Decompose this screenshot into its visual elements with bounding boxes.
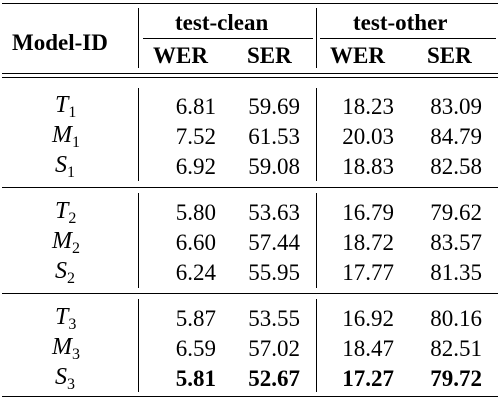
col-header-other-ser: SER (427, 43, 472, 68)
model-id-header: Model-ID (12, 30, 108, 55)
model-id-cell: M2 (52, 228, 80, 257)
value-cell: 80.16 (430, 306, 482, 331)
col-header-clean-ser: SER (247, 43, 292, 68)
value-cell: 57.02 (248, 336, 300, 361)
block-separator-1 (2, 187, 498, 188)
header-double-rule-top (2, 73, 498, 74)
group-header-test-other: test-other (353, 10, 448, 35)
header-double-rule-bottom (2, 77, 498, 78)
value-cell: 81.35 (430, 260, 482, 285)
model-id-cell: T2 (55, 198, 77, 227)
value-cell: 83.09 (430, 94, 482, 119)
group-underline-test-other (320, 38, 496, 39)
value-cell: 55.95 (248, 260, 300, 285)
value-cell: 20.03 (342, 124, 394, 149)
col-header-other-wer: WER (330, 43, 385, 68)
value-cell: 59.69 (248, 94, 300, 119)
value-cell: 53.55 (248, 306, 300, 331)
vertical-rule-block1-mid (316, 88, 317, 181)
value-cell: 16.92 (342, 306, 394, 331)
col-header-clean-wer: WER (153, 43, 208, 68)
value-cell: 6.92 (175, 154, 216, 179)
value-cell: 7.52 (175, 124, 216, 149)
value-cell: 83.57 (430, 230, 482, 255)
group-underline-test-clean (143, 38, 313, 39)
vertical-rule-block3-left (138, 299, 139, 392)
top-rule (2, 3, 498, 4)
value-cell: 18.47 (342, 336, 394, 361)
vertical-rule-block2-mid (316, 193, 317, 288)
value-cell: 79.62 (430, 200, 482, 225)
value-cell-best: 5.81 (175, 366, 216, 391)
block-separator-2 (2, 293, 498, 294)
vertical-rule-block1-left (138, 88, 139, 181)
value-cell: 18.72 (342, 230, 394, 255)
value-cell: 61.53 (248, 124, 300, 149)
group-header-test-clean: test-clean (175, 10, 269, 35)
value-cell: 6.24 (175, 260, 216, 285)
value-cell: 18.23 (342, 94, 394, 119)
model-id-cell: T1 (55, 92, 77, 121)
model-id-cell: M1 (52, 122, 80, 151)
vertical-rule-header-left (138, 8, 139, 68)
value-cell: 6.59 (175, 336, 216, 361)
model-id-cell: S1 (55, 152, 75, 181)
value-cell: 18.83 (342, 154, 394, 179)
value-cell: 59.08 (248, 154, 300, 179)
vertical-rule-block3-mid (316, 299, 317, 392)
value-cell: 16.79 (342, 200, 394, 225)
value-cell: 57.44 (248, 230, 300, 255)
bottom-rule (2, 396, 498, 397)
value-cell-best: 17.27 (342, 366, 394, 391)
value-cell-best: 52.67 (248, 366, 300, 391)
value-cell: 5.87 (175, 306, 216, 331)
model-id-cell: M3 (52, 334, 80, 363)
vertical-rule-header-mid (316, 8, 317, 68)
value-cell: 53.63 (248, 200, 300, 225)
model-id-cell: S3 (55, 364, 75, 393)
value-cell: 84.79 (430, 124, 482, 149)
value-cell-best: 79.72 (430, 366, 482, 391)
model-id-cell: S2 (55, 258, 75, 287)
model-id-cell: T3 (55, 304, 77, 333)
value-cell: 82.51 (430, 336, 482, 361)
value-cell: 82.58 (430, 154, 482, 179)
value-cell: 6.60 (175, 230, 216, 255)
value-cell: 17.77 (342, 260, 394, 285)
value-cell: 5.80 (175, 200, 216, 225)
vertical-rule-block2-left (138, 193, 139, 288)
value-cell: 6.81 (175, 94, 216, 119)
